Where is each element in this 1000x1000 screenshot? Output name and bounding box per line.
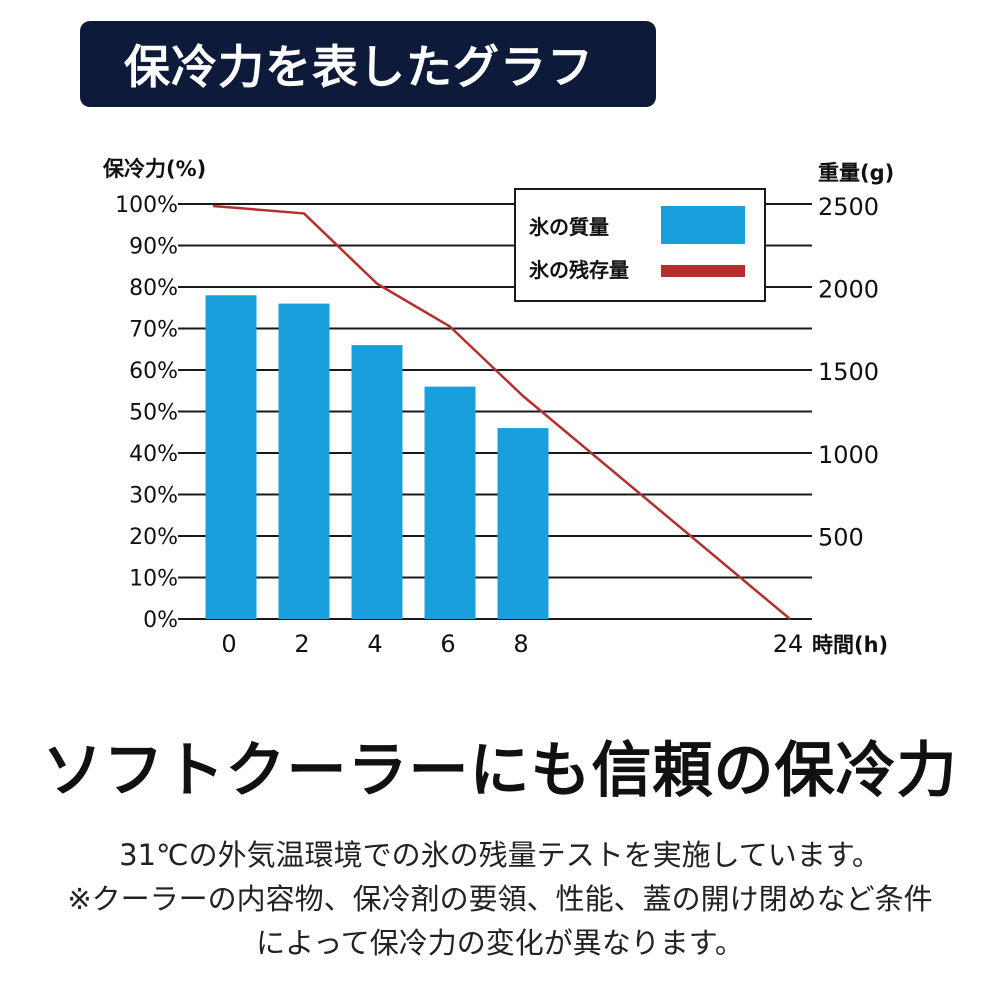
x-tick-label: 2: [294, 630, 309, 658]
y-right-axis-title: 重量(g): [818, 161, 894, 185]
y-right-tick-label: 2000: [818, 276, 879, 304]
y-left-tick-label: 50%: [129, 401, 178, 426]
y-right-tick-label: 2500: [818, 193, 879, 221]
chart-title: 保冷力を表したグラフ: [124, 40, 594, 94]
y-right-tick-label: 1000: [818, 441, 879, 469]
y-left-tick-label: 10%: [129, 567, 178, 592]
cold-retention-chart: 0% 10% 20% 30% 40% 50% 60% 70% 80% 90% 100% 500 1000…: [102, 157, 894, 658]
bar: [497, 428, 549, 619]
line-series: [212, 204, 791, 620]
y-left-tick-label: 0%: [143, 608, 178, 633]
y-right-tick-label: 500: [818, 523, 864, 551]
note-line-3: によって保冷力の変化が異なります。: [256, 926, 744, 960]
axis-labels: 0% 10% 20% 30% 40% 50% 60% 70% 80% 90% 100% 500 1000…: [102, 157, 894, 658]
headline: ソフトクーラーにも信頼の保冷力: [42, 736, 958, 806]
y-left-tick-label: 20%: [129, 525, 178, 550]
bar-series: [205, 295, 549, 619]
legend-swatch-bar: [661, 206, 745, 244]
legend-box: [514, 188, 766, 302]
y-left-tick-label: 70%: [129, 318, 178, 343]
y-right-tick-label: 1500: [818, 358, 879, 386]
y-left-tick-label: 30%: [129, 484, 178, 509]
x-tick-label: 4: [367, 630, 382, 658]
y-left-axis-title: 保冷力(%): [102, 157, 206, 181]
note-line-1: 31℃の外気温環境での氷の残量テストを実施しています。: [119, 838, 881, 872]
legend-label-line: 氷の残存量: [529, 258, 629, 282]
x-tick-label: 8: [513, 630, 528, 658]
bar: [424, 386, 476, 619]
x-tick-label: 24: [773, 630, 804, 658]
title-banner: 保冷力を表したグラフ: [80, 21, 656, 107]
y-left-tick-label: 90%: [129, 235, 178, 260]
bar: [351, 345, 403, 619]
y-left-tick-label: 100%: [115, 193, 178, 218]
y-left-tick-label: 40%: [129, 442, 178, 467]
y-left-tick-label: 80%: [129, 276, 178, 301]
x-axis-title: 時間(h): [812, 633, 888, 657]
note-line-2: ※クーラーの内容物、保冷剤の要領、性能、蓋の開け閉めなど条件: [67, 882, 933, 916]
x-tick-label: 0: [221, 630, 236, 658]
y-left-tick-label: 60%: [129, 359, 178, 384]
bar: [205, 295, 257, 619]
bar: [278, 303, 330, 619]
x-tick-label: 6: [440, 630, 455, 658]
legend-swatch-line: [661, 265, 745, 277]
line-series-path: [212, 204, 791, 620]
legend-label-bar: 氷の質量: [529, 215, 609, 239]
